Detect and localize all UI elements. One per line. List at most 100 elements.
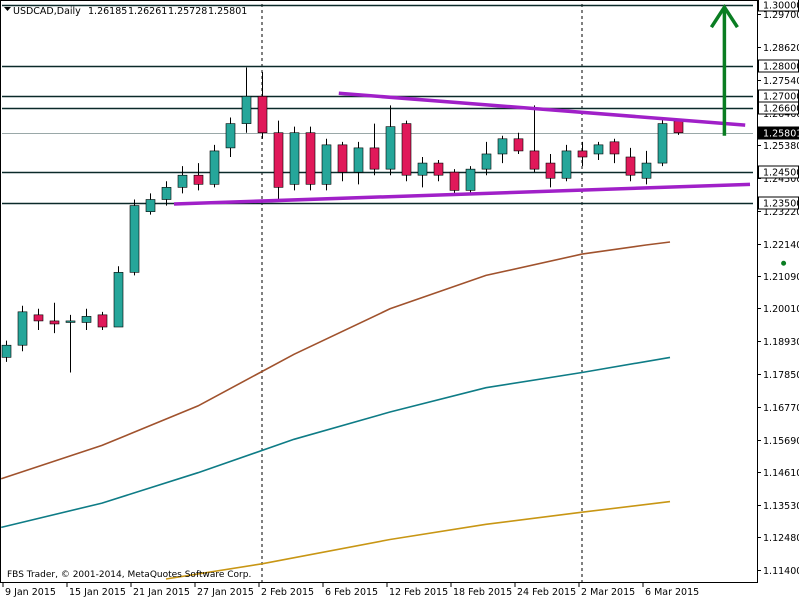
bull-candle	[465, 168, 476, 191]
date-tick-label: 18 Feb 2015	[453, 587, 512, 598]
bear-candle	[97, 314, 108, 328]
bear-candle	[257, 95, 268, 134]
date-tick-label: 27 Jan 2015	[197, 587, 254, 598]
bull-candle	[241, 95, 252, 124]
bear-candle	[305, 132, 316, 185]
bear-candle	[337, 144, 348, 173]
trendlines	[173, 91, 751, 206]
price-tick-label: 1.24300	[763, 174, 799, 185]
date-tick-label: 21 Jan 2015	[133, 587, 190, 598]
bear-candle	[545, 162, 556, 179]
ohlc-open: 1.26185	[88, 6, 127, 17]
horizontal-levels	[2, 4, 753, 205]
price-level-label: 1.24500	[763, 168, 799, 179]
chart-header: USDCAD,Daily 1.26185 1.26261 1.25728 1.2…	[4, 6, 247, 17]
target-arrow	[709, 4, 787, 266]
bull-candle	[561, 150, 572, 179]
bull-candle	[65, 320, 76, 323]
moving-averages	[0, 241, 671, 580]
date-tick-label: 6 Feb 2015	[325, 587, 378, 598]
bear-candle	[609, 141, 620, 155]
price-tick-label: 1.13530	[763, 501, 799, 512]
bull-candle	[161, 187, 172, 200]
price-tick-label: 1.27540	[763, 76, 799, 87]
symbol-label: USDCAD,Daily	[13, 6, 81, 17]
price-tick-label: 1.22140	[763, 240, 799, 251]
price-tick-label: 1.18930	[763, 337, 799, 348]
price-level-label: 1.27000	[763, 92, 799, 103]
bear-candle	[513, 138, 524, 152]
dropdown-arrow-icon[interactable]	[4, 7, 11, 11]
bear-candle	[625, 156, 636, 176]
bull-candle	[129, 205, 140, 273]
price-tick-label: 1.16770	[763, 403, 799, 414]
price-tick-label: 1.11400	[763, 566, 799, 577]
date-tick-label: 9 Jan 2015	[5, 587, 56, 598]
bull-candle	[1, 344, 12, 358]
price-tick-label: 1.21090	[763, 272, 799, 283]
date-tick-label: 6 Mar 2015	[645, 587, 699, 598]
bear-candle	[193, 174, 204, 185]
bull-candle	[81, 316, 92, 323]
price-level-label: 1.26600	[763, 104, 799, 115]
bear-candle	[33, 314, 44, 322]
marker-dot	[781, 260, 787, 266]
price-tick-label: 1.17850	[763, 370, 799, 381]
bull-candle	[353, 147, 364, 173]
bull-candle	[641, 162, 652, 179]
bull-candle	[593, 144, 604, 155]
bull-candle	[481, 153, 492, 170]
candles	[1, 67, 684, 373]
bull-candle	[145, 199, 156, 212]
price-tick-label: 1.14610	[763, 468, 799, 479]
price-tick-label: 1.23220	[763, 207, 799, 218]
bull-candle	[385, 126, 396, 170]
ohlc-high: 1.26261	[128, 6, 167, 17]
bear-candle	[673, 120, 684, 134]
price-tick-label: 1.28620	[763, 43, 799, 54]
price-level-label: 1.25801	[763, 129, 799, 140]
bear-candle	[577, 150, 588, 158]
price-tick-label: 1.20010	[763, 304, 799, 315]
trendline	[173, 182, 751, 206]
moving-average-line	[1, 356, 671, 529]
ohlc-low: 1.25728	[168, 6, 207, 17]
bear-candle	[49, 320, 60, 325]
date-tick-label: 2 Mar 2015	[581, 587, 635, 598]
bull-candle	[289, 132, 300, 185]
arrow-head	[709, 4, 739, 29]
date-tick-label: 2 Feb 2015	[261, 587, 314, 598]
price-tick-label: 1.15690	[763, 436, 799, 447]
date-tick-label: 12 Feb 2015	[389, 587, 448, 598]
time-axis: 9 Jan 2015 15 Jan 2015 21 Jan 2015 27 Jan 2…	[2, 583, 699, 598]
price-tick-label: 1.25380	[763, 141, 799, 152]
price-tick-label: 1.12480	[763, 533, 799, 544]
bear-candle	[401, 123, 412, 176]
bear-candle	[273, 132, 284, 188]
bull-candle	[113, 272, 124, 328]
bull-candle	[321, 144, 332, 185]
price-tick-label: 1.29700	[763, 10, 799, 21]
bull-candle	[209, 150, 220, 185]
bear-candle	[449, 171, 460, 191]
moving-average-line	[0, 241, 671, 480]
bull-candle	[177, 174, 188, 188]
date-tick-label: 15 Jan 2015	[69, 587, 126, 598]
bull-candle	[417, 162, 428, 176]
bear-candle	[529, 150, 540, 170]
copyright-label: FBS Trader, © 2001-2014, MetaQuotes Soft…	[7, 570, 251, 580]
chart-frame	[0, 0, 758, 583]
price-level-label: 1.28000	[763, 62, 799, 73]
bull-candle	[17, 311, 28, 346]
bull-candle	[497, 138, 508, 155]
plot-border	[0, 0, 758, 583]
bear-candle	[369, 147, 380, 170]
date-tick-label: 24 Feb 2015	[517, 587, 576, 598]
ohlc-close: 1.25801	[208, 6, 247, 17]
price-level-label: 1.23500	[763, 199, 799, 210]
bull-candle	[225, 123, 236, 149]
bull-candle	[657, 123, 668, 164]
bear-candle	[433, 162, 444, 176]
